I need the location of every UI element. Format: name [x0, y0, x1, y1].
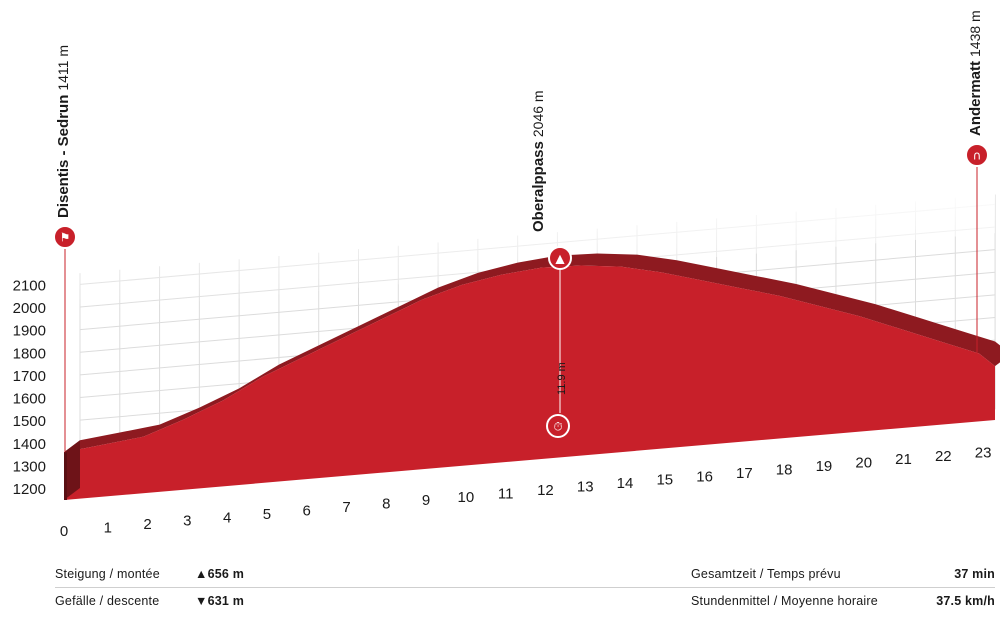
y-tick-label: 1500 — [13, 413, 46, 430]
x-tick-label: 16 — [696, 468, 713, 485]
waypoint-0: ⚑ Disentis - Sedrun 1411 m — [53, 45, 77, 453]
speed-label: Stundenmittel / Moyenne horaire — [691, 594, 878, 608]
stats-separator — [55, 587, 995, 588]
x-tick-label: 12 — [537, 482, 554, 499]
x-tick-label: 0 — [60, 523, 68, 540]
time-value: 37 min — [954, 567, 995, 581]
x-tick-label: 20 — [855, 455, 872, 472]
x-tick-label: 5 — [263, 506, 271, 523]
elevation-area — [64, 253, 1000, 500]
grid-fade — [64, 183, 995, 314]
start-flag-icon: ⚑ — [53, 225, 77, 249]
stats-row-2: Gefälle / descente ▼631 m Stundenmittel … — [55, 590, 995, 612]
waypoint-name: Disentis - Sedrun — [55, 95, 72, 218]
svg-text:▲: ▲ — [555, 252, 565, 266]
svg-text:⏱: ⏱ — [553, 420, 562, 434]
waypoint-label: Andermatt 1438 m — [967, 10, 984, 136]
x-tick-label: 23 — [975, 444, 992, 461]
x-tick-label: 7 — [342, 499, 350, 516]
x-tick-label: 9 — [422, 492, 430, 509]
waypoint-name: Andermatt — [967, 61, 984, 136]
x-tick-label: 11 — [498, 485, 514, 502]
descent-label: Gefälle / descente — [55, 594, 160, 608]
y-tick-label: 1600 — [13, 391, 46, 408]
x-tick-label: 21 — [895, 451, 912, 468]
x-tick-label: 19 — [816, 458, 833, 475]
stats-row-1: Steigung / montée ▲656 m Gesamtzeit / Te… — [55, 563, 995, 585]
climb-value: ▲656 m — [195, 567, 245, 581]
x-tick-label: 3 — [183, 513, 191, 530]
svg-text:⚑: ⚑ — [60, 231, 71, 245]
y-tick-label: 1900 — [13, 323, 46, 340]
y-tick-label: 1200 — [13, 481, 46, 498]
finish-icon: ∩ — [965, 143, 989, 167]
svg-text:∩: ∩ — [973, 149, 982, 163]
x-tick-label: 15 — [656, 472, 673, 489]
y-tick-label: 2000 — [13, 300, 46, 317]
y-tick-label: 1300 — [13, 458, 46, 475]
elevation-front-face — [64, 265, 995, 500]
waypoint-altitude: 1411 m — [55, 45, 71, 91]
time-label: Gesamtzeit / Temps prévu — [691, 567, 841, 581]
x-tick-label: 13 — [577, 479, 594, 496]
waypoint-2: ∩ Andermatt 1438 m — [965, 10, 989, 355]
waypoint-label: Disentis - Sedrun 1411 m — [55, 45, 72, 218]
speed-value: 37.5 km/h — [936, 594, 995, 608]
x-axis-ticks: 0 1 2 3 4 5 6 7 8 9 10 11 12 13 14 15 16 17 18 19 20 21 22 23 — [60, 444, 992, 540]
waypoint-label: Oberalppass 2046 m — [530, 90, 547, 232]
waypoint-altitude: 2046 m — [530, 90, 546, 137]
descent-value: ▼631 m — [195, 594, 245, 608]
mountain-icon: ▲ — [548, 246, 572, 270]
waypoint-name: Oberalppass — [530, 141, 547, 232]
x-tick-label: 4 — [223, 509, 231, 526]
x-tick-label: 18 — [776, 461, 793, 478]
waypoint-altitude: 1438 m — [967, 10, 983, 57]
x-tick-label: 17 — [736, 465, 753, 482]
x-tick-label: 14 — [617, 475, 634, 492]
waypoint-1: ▲ Oberalppass 2046 m — [530, 90, 572, 270]
x-tick-label: 1 — [104, 520, 112, 537]
stopwatch-icon: ⏱ — [546, 414, 570, 438]
y-tick-label: 1700 — [13, 368, 46, 385]
climb-label: Steigung / montée — [55, 567, 160, 581]
y-tick-label: 1400 — [13, 436, 46, 453]
intermediate-label: 11.9 m — [556, 362, 568, 395]
x-tick-label: 22 — [935, 448, 952, 465]
waypoint-markers: ⚑ Disentis - Sedrun 1411 m ▲ Oberalppass 2046… — [53, 10, 989, 453]
y-tick-label: 2100 — [13, 277, 46, 294]
x-tick-label: 6 — [303, 502, 311, 519]
elevation-edge — [64, 452, 67, 500]
stage-profile-chart: ⚑Disentis - Sedrun1411 m▲Oberalppass2046… — [13, 10, 1000, 540]
y-tick-label: 1800 — [13, 345, 46, 362]
x-tick-label: 8 — [382, 496, 390, 513]
x-tick-label: 10 — [458, 489, 475, 506]
intermediate-marker: ⏱ 11.9 m — [546, 270, 570, 438]
x-tick-label: 2 — [143, 516, 151, 533]
elevation-left-face — [64, 440, 80, 500]
y-axis-ticks: 1200 1300 1400 1500 1600 1700 1800 1900 2000 2100 — [13, 277, 46, 498]
